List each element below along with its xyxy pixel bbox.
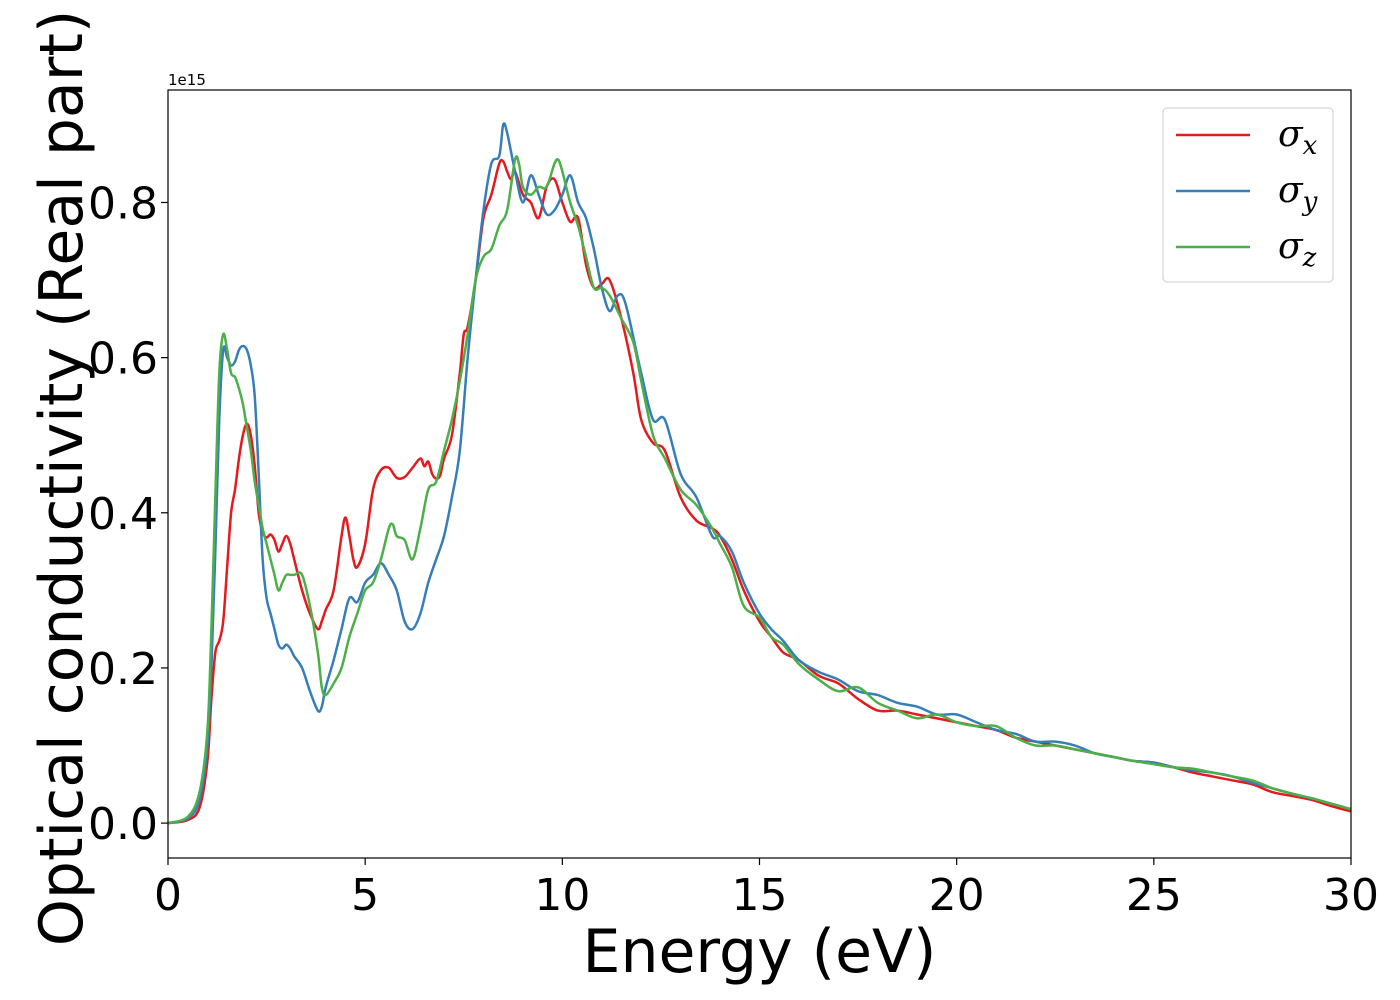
y-offset-text: 1e15 <box>168 71 206 89</box>
legend-box <box>1162 107 1334 283</box>
x-tick-label: 30 <box>1323 870 1379 921</box>
x-tick-label: 5 <box>351 870 379 921</box>
x-tick-label: 25 <box>1126 870 1182 921</box>
series-line-z <box>168 155 1351 825</box>
y-tick-label: 0.8 <box>88 178 158 229</box>
y-tick-label: 0.2 <box>88 644 158 695</box>
y-tick-label: 0.4 <box>88 489 158 540</box>
series-layer <box>168 122 1351 825</box>
y-axis-label: Optical conductivity (Real part) <box>27 10 97 947</box>
ticks-layer: 0 5 10 15 20 25 30 0.0 0.2 0.4 0.6 0.8 <box>88 178 1379 921</box>
x-tick-label: 20 <box>929 870 985 921</box>
x-tick-label: 0 <box>154 870 182 921</box>
y-tick-label: 0.0 <box>88 799 158 850</box>
x-tick-label: 15 <box>732 870 788 921</box>
y-tick-label: 0.6 <box>88 334 158 385</box>
legend-label-z: σz <box>1278 226 1317 273</box>
legend-label-x: σx <box>1278 114 1318 161</box>
x-axis-label: Energy (eV) <box>583 917 937 987</box>
legend-label-y: σy <box>1278 170 1318 217</box>
x-tick-label: 10 <box>534 870 590 921</box>
legend: σx σy σz <box>1162 107 1334 283</box>
